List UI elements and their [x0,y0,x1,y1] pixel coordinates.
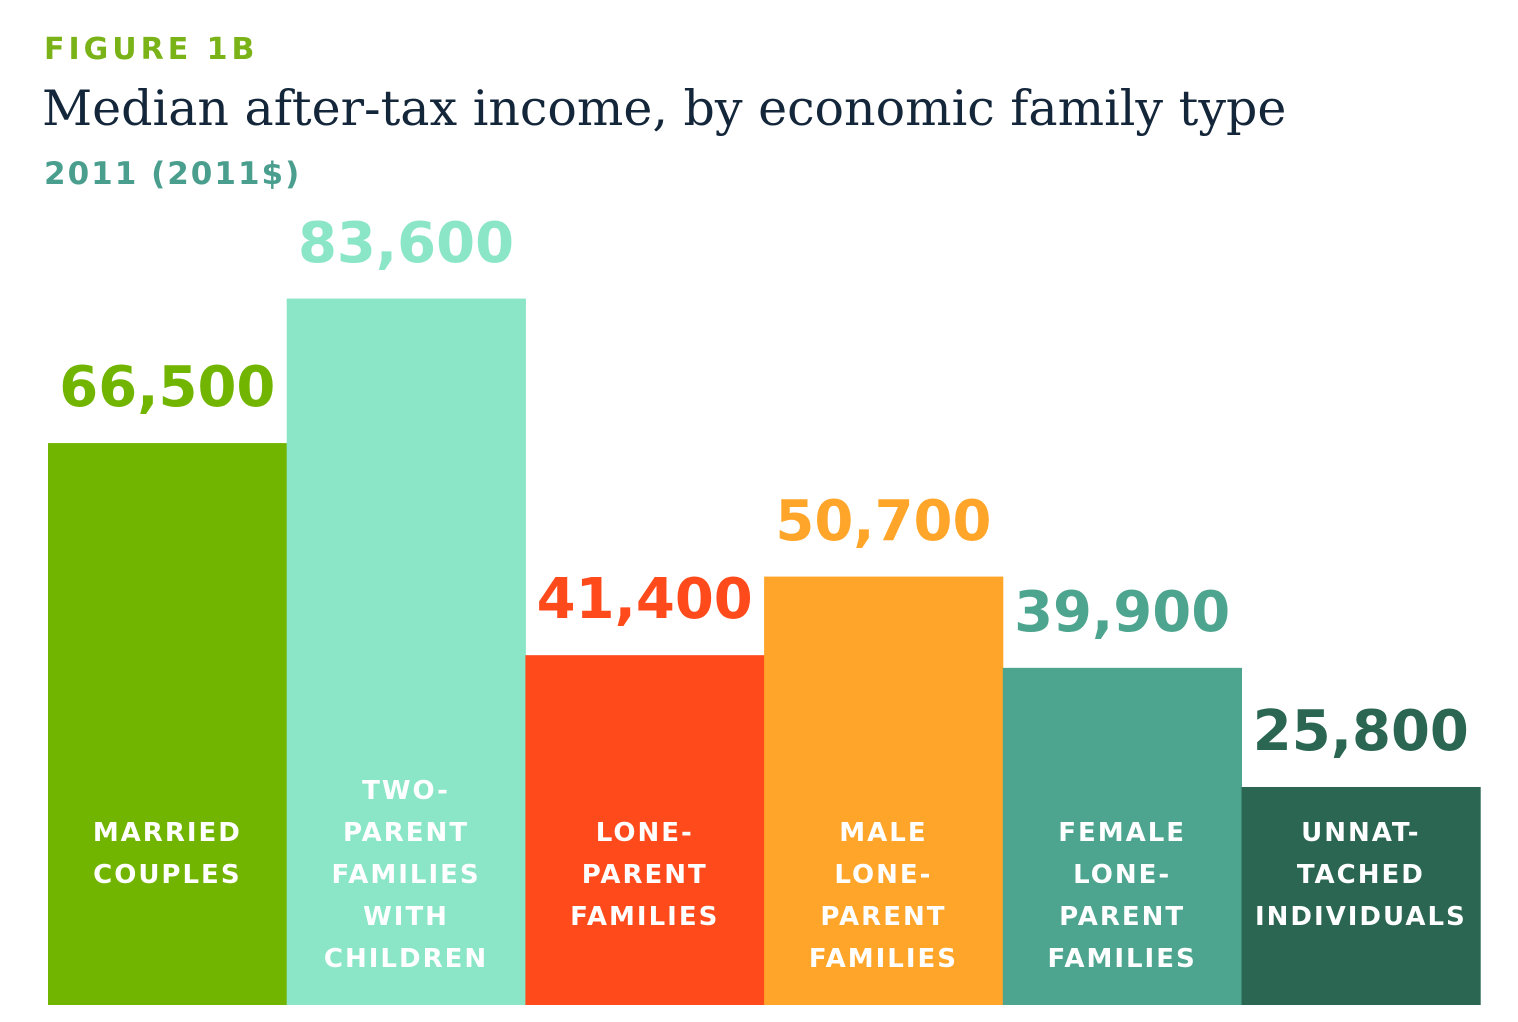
bar [286,298,526,1006]
chart-title: Median after-tax income, by economic fam… [42,80,1287,137]
category-label: TWO- PARENT FAMILIES WITH CHILDREN [323,776,489,974]
value-label: 41,400 [536,567,753,633]
category-label: LONE- PARENT FAMILIES [570,818,720,932]
value-label: 25,800 [1252,698,1469,764]
bar [1002,667,1242,1005]
bar [48,443,288,1005]
subtitle: 2011 (2011$) [44,156,302,192]
category-label: FEMALE LONE- PARENT FAMILIES [1047,818,1197,974]
value-label: 66,500 [59,355,276,421]
category-label: MALE LONE- PARENT FAMILIES [808,818,959,974]
category-label: MARRIED COUPLES [92,818,242,890]
category-label: UNNAT- TACHED INDIVIDUALS [1254,818,1467,932]
value-label: 83,600 [297,210,515,276]
bar [764,576,1004,1005]
value-label: 39,900 [1014,579,1231,645]
bar [525,655,765,1005]
kicker: FIGURE 1B [44,32,259,67]
bar [1241,786,1481,1005]
value-label: 50,700 [775,488,992,554]
